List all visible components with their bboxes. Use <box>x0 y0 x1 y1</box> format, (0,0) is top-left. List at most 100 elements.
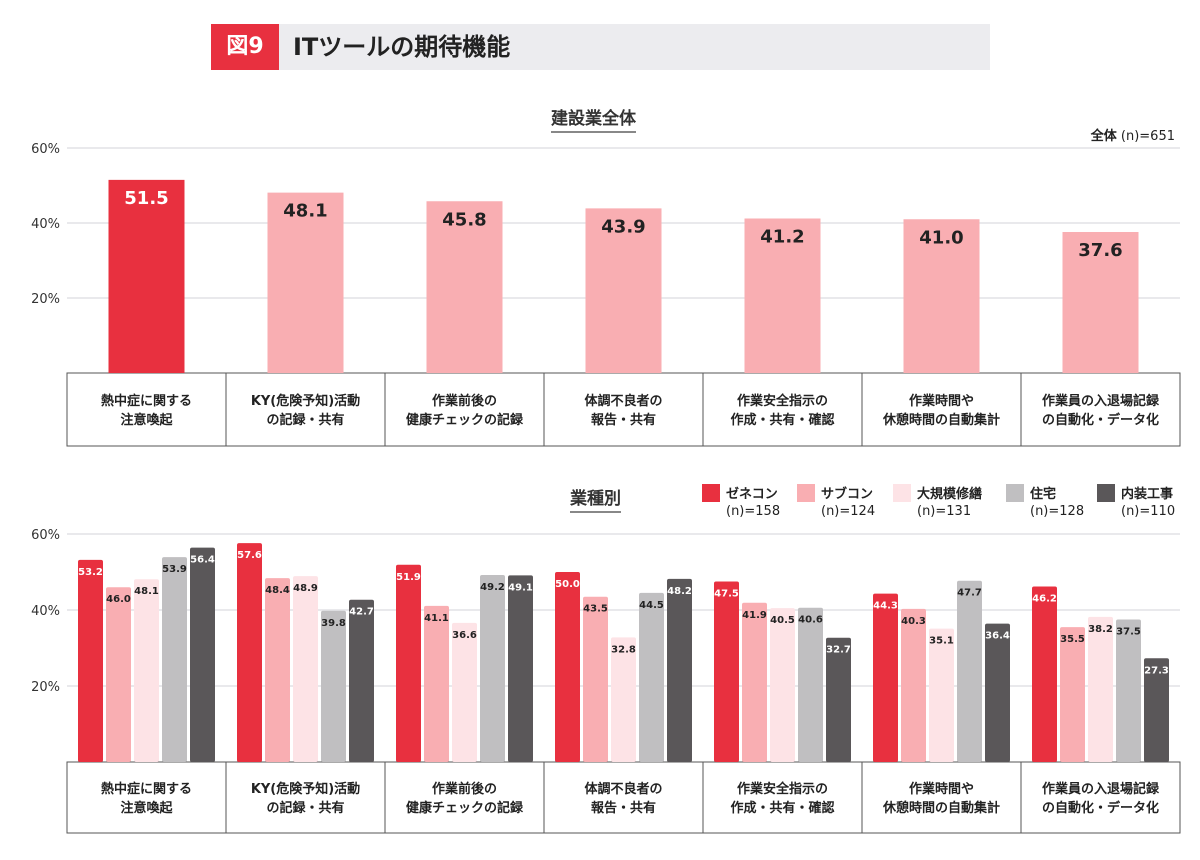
legend-series-name: 大規模修繕 <box>917 487 983 502</box>
bar-大規模修繕 <box>770 608 795 762</box>
bar-サブコン <box>583 596 608 762</box>
category-label: 体調不良者の <box>584 393 662 409</box>
bar <box>108 179 185 373</box>
bar-内装工事 <box>190 547 215 762</box>
data-label: 32.7 <box>826 645 851 656</box>
legend-series-name: 内装工事 <box>1121 487 1174 502</box>
category-label: 作業前後の <box>432 781 497 797</box>
bar-ゼネコン <box>873 593 898 762</box>
category-box <box>543 372 704 447</box>
bar-内装工事 <box>667 578 692 762</box>
data-label: 32.8 <box>611 644 636 655</box>
category-label: 熱中症に関する <box>101 393 192 409</box>
legend-item: 大規模修繕 (n)=131 <box>893 483 982 519</box>
bar-大規模修繕 <box>293 576 318 762</box>
data-label: 44.5 <box>639 600 664 611</box>
bar-住宅 <box>321 610 346 762</box>
data-label: 40.3 <box>901 616 926 627</box>
category-label: KY(危険予知)活動 <box>251 393 360 409</box>
data-label: 43.5 <box>583 604 608 615</box>
bar-大規模修繕 <box>452 622 477 762</box>
category-label: KY(危険予知)活動 <box>251 781 360 797</box>
data-label: 36.4 <box>985 631 1010 642</box>
data-label: 37.5 <box>1116 627 1141 638</box>
legend-n: (n)=110 <box>1121 504 1176 519</box>
legend-swatch <box>702 484 720 502</box>
legend-swatch <box>797 484 815 502</box>
category-box <box>384 372 545 447</box>
data-label: 46.0 <box>106 594 131 605</box>
category-label: 作業員の入退場記録 <box>1042 393 1160 409</box>
legend-series-name: 住宅 <box>1030 487 1057 502</box>
bar-サブコン <box>106 587 131 762</box>
data-label: 51.9 <box>396 572 421 583</box>
bar <box>903 219 980 373</box>
category-box <box>702 761 863 834</box>
data-label: 53.9 <box>162 564 187 575</box>
figure-number: 図9 <box>211 24 279 70</box>
data-label: 48.4 <box>265 585 290 596</box>
data-label: 48.9 <box>293 583 318 594</box>
bar-内装工事 <box>508 575 533 762</box>
legend-n: (n)=158 <box>726 504 781 519</box>
chart2-title: 業種別 <box>570 484 621 513</box>
bar-サブコン <box>1060 627 1085 762</box>
data-label: 40.5 <box>770 615 795 626</box>
bar-ゼネコン <box>237 543 262 762</box>
category-box <box>384 761 545 834</box>
category-label: 注意喚起 <box>120 412 173 428</box>
category-label: 熱中症に関する <box>101 781 192 797</box>
chart1-title: 建設業全体 <box>551 104 636 133</box>
y-tick-label: 40% <box>31 604 60 619</box>
chart1-legend: 全体 (n)=651 <box>1091 125 1175 144</box>
category-label: 作業安全指示の <box>737 393 828 409</box>
data-label: 47.7 <box>957 588 982 599</box>
category-label: 報告・共有 <box>591 412 656 428</box>
legend-label: 全体 <box>1090 129 1117 144</box>
category-label: 休憩時間の自動集計 <box>882 412 1000 428</box>
bar <box>1062 232 1139 373</box>
bar-サブコン <box>742 602 767 762</box>
category-label: 作成・共有・確認 <box>730 412 834 428</box>
bar-住宅 <box>480 575 505 762</box>
y-tick-label: 40% <box>31 217 60 232</box>
category-label: の自動化・データ化 <box>1042 800 1159 816</box>
data-label: 35.1 <box>929 636 954 647</box>
category-label: 健康チェックの記録 <box>406 800 524 816</box>
data-label: 37.6 <box>1078 240 1122 261</box>
legend-item: サブコン (n)=124 <box>797 483 875 519</box>
y-tick-label: 20% <box>31 292 60 307</box>
data-label: 48.2 <box>667 586 692 597</box>
data-label: 49.2 <box>480 582 505 593</box>
data-label: 41.1 <box>424 613 449 624</box>
data-label: 57.6 <box>237 550 262 561</box>
bar-サブコン <box>424 605 449 762</box>
category-label: 作業員の入退場記録 <box>1042 781 1160 797</box>
bar-大規模修繕 <box>611 637 636 762</box>
bar-住宅 <box>639 592 664 762</box>
category-label: 報告・共有 <box>591 800 656 816</box>
data-label: 27.3 <box>1144 665 1169 676</box>
category-label: 体調不良者の <box>584 781 662 797</box>
data-label: 45.8 <box>442 209 486 230</box>
category-label: の自動化・データ化 <box>1042 412 1159 428</box>
category-label: の記録・共有 <box>266 412 344 428</box>
bar-住宅 <box>162 557 187 762</box>
bar <box>744 218 821 373</box>
y-tick-label: 60% <box>31 142 60 157</box>
bar-内装工事 <box>349 599 374 762</box>
category-label: 休憩時間の自動集計 <box>882 800 1000 816</box>
bar-ゼネコン <box>78 559 103 762</box>
bar-大規模修繕 <box>1088 616 1113 762</box>
category-box <box>861 372 1022 447</box>
legend-item: 内装工事 (n)=110 <box>1097 483 1175 519</box>
category-label: 作成・共有・確認 <box>730 800 834 816</box>
legend-series-name: サブコン <box>821 487 874 502</box>
data-label: 41.0 <box>919 227 963 248</box>
category-box <box>543 761 704 834</box>
data-label: 47.5 <box>714 589 739 600</box>
category-label: の記録・共有 <box>266 800 344 816</box>
bar-サブコン <box>901 608 926 762</box>
data-label: 40.6 <box>798 615 823 626</box>
data-label: 53.2 <box>78 567 103 578</box>
